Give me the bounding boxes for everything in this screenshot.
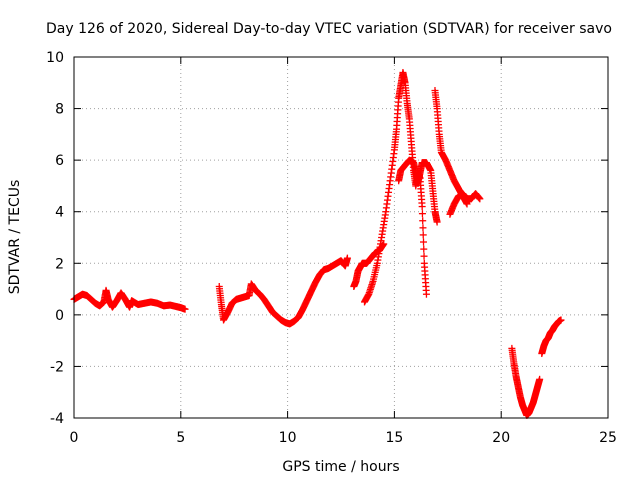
- data-point: [557, 316, 565, 324]
- data-point: [433, 218, 441, 226]
- x-tick-label: 5: [176, 430, 185, 446]
- data-point: [476, 195, 484, 203]
- data-point: [419, 231, 427, 239]
- axis-ticks: 0 5 10 15 20 25 -4 -2 0 2 4 6 8 10: [46, 50, 617, 446]
- data-point: [420, 238, 428, 246]
- data-point: [418, 203, 426, 211]
- data-point: [418, 210, 426, 218]
- data-point: [419, 217, 427, 225]
- y-axis-label: SDTVAR / TECUs: [7, 180, 23, 295]
- data-point: [420, 245, 428, 253]
- x-tick-label: 15: [385, 430, 403, 446]
- x-tick-label: 10: [279, 430, 297, 446]
- data-point: [420, 252, 428, 260]
- y-tick-label: 2: [55, 256, 64, 272]
- y-tick-label: 0: [55, 308, 64, 324]
- y-tick-label: 10: [46, 50, 64, 66]
- plot-frame: [73, 56, 609, 419]
- x-axis-label: GPS time / hours: [282, 459, 399, 475]
- y-tick-label: -4: [50, 411, 64, 427]
- data-point: [536, 375, 544, 383]
- data-point: [343, 254, 351, 262]
- data-point: [419, 224, 427, 232]
- data-point: [181, 305, 189, 313]
- x-tick-label: 0: [70, 430, 79, 446]
- y-tick-label: 8: [55, 102, 64, 118]
- x-tick-label: 25: [599, 430, 617, 446]
- chart-title: Day 126 of 2020, Sidereal Day-to-day VTE…: [46, 21, 612, 37]
- grid: [74, 57, 608, 418]
- x-tick-label: 20: [492, 430, 510, 446]
- data-points: [70, 68, 565, 419]
- data-point: [422, 290, 430, 298]
- y-tick-label: 6: [55, 153, 64, 169]
- y-tick-label: 4: [55, 205, 64, 221]
- y-tick-label: -2: [50, 359, 64, 375]
